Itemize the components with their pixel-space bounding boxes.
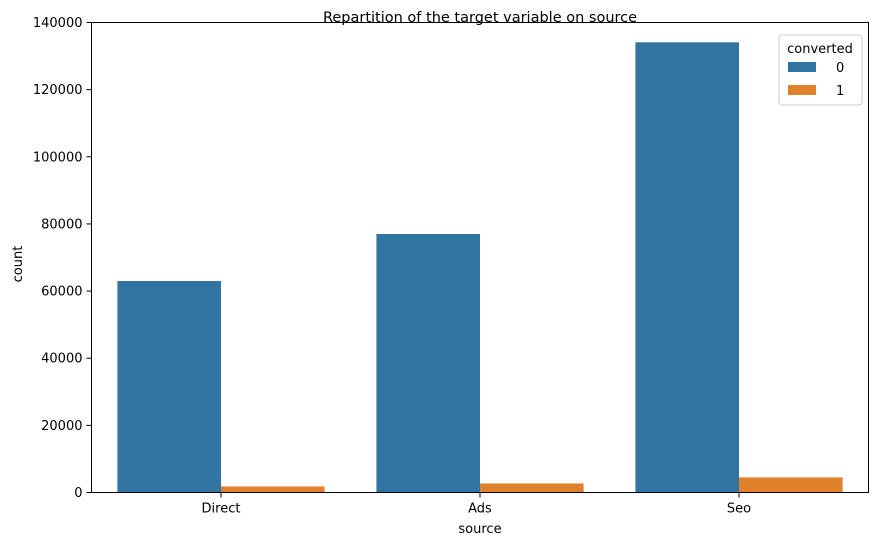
bar-ads-converted-0 (376, 234, 480, 493)
y-tick-label: 100000 (33, 150, 83, 165)
y-tick-label: 40000 (41, 352, 82, 367)
bar-seo-converted-1 (739, 477, 843, 493)
legend-swatch-1 (788, 85, 816, 95)
bars-layer (117, 42, 843, 493)
bar-direct-converted-1 (221, 486, 325, 493)
bar-ads-converted-1 (480, 483, 584, 493)
legend-title: converted (787, 42, 853, 57)
legend: converted 0 1 (778, 34, 863, 106)
plot-frame (91, 22, 869, 493)
y-tick-label: 0 (74, 486, 82, 501)
legend-label-1: 1 (836, 84, 844, 99)
x-ticks: Direct Ads Seo (202, 492, 751, 517)
x-axis-label: source (458, 522, 501, 537)
x-tick-label-direct: Direct (202, 502, 241, 517)
x-tick-label-ads: Ads (468, 502, 492, 517)
legend-label-0: 0 (836, 61, 844, 76)
bar-direct-converted-0 (117, 281, 221, 493)
chart-title: Repartition of the target variable on so… (323, 10, 637, 26)
y-axis-label: count (11, 246, 26, 283)
y-tick-label: 120000 (33, 83, 83, 98)
y-tick-label: 20000 (41, 419, 82, 434)
legend-swatch-0 (788, 62, 816, 72)
y-tick-label: 80000 (41, 217, 82, 232)
y-ticks: 0 20000 40000 60000 80000 100000 120000 140000 (33, 16, 92, 501)
y-tick-label: 60000 (41, 285, 82, 300)
bar-seo-converted-0 (635, 42, 739, 493)
y-tick-label: 140000 (33, 16, 83, 31)
x-tick-label-seo: Seo (727, 502, 751, 517)
